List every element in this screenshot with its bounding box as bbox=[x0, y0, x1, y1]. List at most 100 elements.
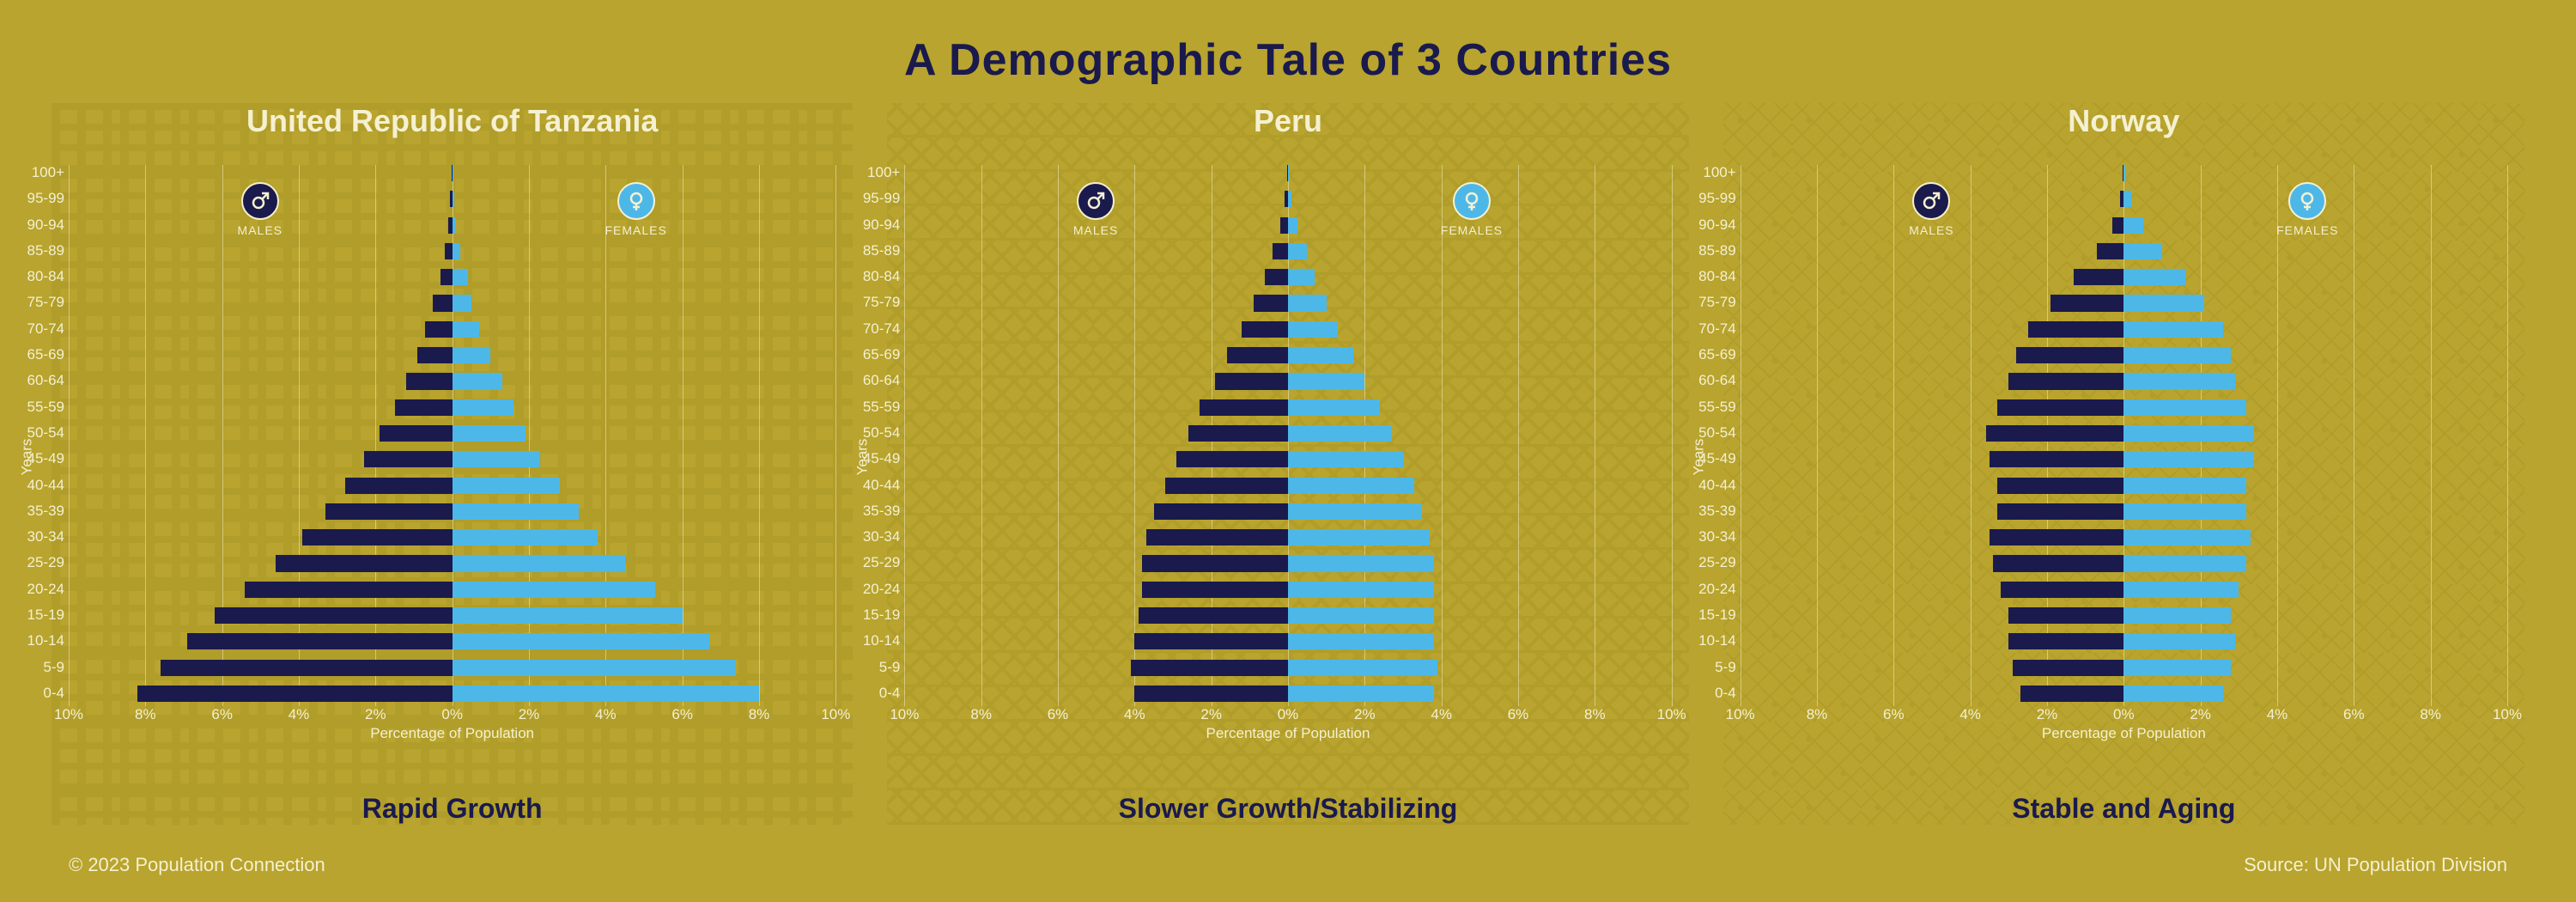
age-label: 10-14 bbox=[1698, 633, 1735, 648]
age-row: 35-39 bbox=[904, 503, 1671, 524]
male-bar bbox=[2112, 217, 2123, 234]
age-row: 30-34 bbox=[904, 529, 1671, 550]
male-label: MALES bbox=[1073, 223, 1118, 237]
female-bar bbox=[453, 399, 513, 416]
panel-title: Peru bbox=[887, 103, 1688, 139]
male-bar bbox=[2008, 607, 2123, 624]
male-bar bbox=[137, 686, 452, 702]
x-tick: 2% bbox=[1200, 706, 1222, 723]
female-bar bbox=[453, 660, 737, 676]
age-row: 40-44 bbox=[69, 478, 835, 498]
female-label: FEMALES bbox=[605, 223, 666, 237]
female-bar bbox=[453, 191, 454, 207]
x-tick: 10% bbox=[1726, 706, 1755, 723]
female-bar bbox=[2123, 686, 2223, 702]
female-bar bbox=[453, 295, 471, 311]
age-row: 50-54 bbox=[69, 425, 835, 446]
age-label: 0-4 bbox=[879, 686, 901, 700]
age-label: 75-79 bbox=[863, 295, 900, 309]
female-bar bbox=[2123, 191, 2131, 207]
x-ticks: 10%8%6%4%2%0%2%4%6%8%10% bbox=[1741, 706, 2507, 723]
x-axis-label: Percentage of Population bbox=[69, 725, 835, 742]
female-bar bbox=[1288, 321, 1338, 338]
female-bar bbox=[453, 269, 468, 285]
male-bar bbox=[1265, 269, 1288, 285]
male-bar bbox=[1242, 321, 1288, 338]
male-bar bbox=[1176, 451, 1288, 467]
female-bar bbox=[2123, 478, 2246, 494]
x-tick: 2% bbox=[1354, 706, 1376, 723]
female-bar bbox=[2123, 607, 2231, 624]
age-row: 80-84 bbox=[1741, 269, 2507, 289]
age-label: 60-64 bbox=[1698, 373, 1735, 387]
gridline bbox=[2507, 165, 2508, 706]
x-tick: 8% bbox=[970, 706, 992, 723]
female-bar bbox=[453, 582, 656, 598]
age-label: 50-54 bbox=[1698, 425, 1735, 440]
age-row: 95-99 bbox=[1741, 191, 2507, 211]
x-tick: 8% bbox=[1807, 706, 1828, 723]
x-tick: 10% bbox=[1657, 706, 1686, 723]
x-tick: 4% bbox=[2267, 706, 2288, 723]
male-bar bbox=[1146, 529, 1288, 545]
panel-title: Norway bbox=[1723, 103, 2524, 139]
male-bar bbox=[1990, 529, 2123, 545]
x-tick: 8% bbox=[135, 706, 156, 723]
age-label: 65-69 bbox=[27, 347, 64, 362]
male-label: MALES bbox=[238, 223, 283, 237]
age-label: 65-69 bbox=[863, 347, 900, 362]
male-bar bbox=[1280, 217, 1288, 234]
y-axis-label: Years bbox=[1690, 439, 1707, 476]
x-tick: 6% bbox=[2343, 706, 2365, 723]
x-tick: 4% bbox=[289, 706, 310, 723]
age-label: 80-84 bbox=[1698, 269, 1735, 283]
age-row: 65-69 bbox=[69, 347, 835, 368]
female-bar bbox=[2123, 165, 2125, 181]
panel-caption: Stable and Aging bbox=[1723, 793, 2524, 825]
age-label: 85-89 bbox=[27, 243, 64, 258]
gridline bbox=[835, 165, 836, 706]
age-label: 40-44 bbox=[863, 478, 900, 492]
female-bar bbox=[1288, 478, 1414, 494]
male-badge: MALES bbox=[1073, 182, 1118, 237]
female-bar bbox=[2123, 243, 2162, 259]
age-label: 30-34 bbox=[1698, 529, 1735, 544]
y-axis-label: Years bbox=[18, 439, 35, 476]
x-tick: 8% bbox=[1584, 706, 1606, 723]
age-row: 55-59 bbox=[69, 399, 835, 420]
age-row: 90-94 bbox=[1741, 217, 2507, 238]
age-row: 70-74 bbox=[1741, 321, 2507, 342]
age-label: 35-39 bbox=[863, 503, 900, 518]
age-row: 10-14 bbox=[69, 633, 835, 654]
female-bar bbox=[1288, 295, 1327, 311]
age-row: 80-84 bbox=[69, 269, 835, 289]
age-row: 85-89 bbox=[904, 243, 1671, 264]
male-bar bbox=[2074, 269, 2123, 285]
x-tick: 2% bbox=[365, 706, 386, 723]
age-label: 95-99 bbox=[1698, 191, 1735, 205]
age-label: 85-89 bbox=[863, 243, 900, 258]
age-row: 50-54 bbox=[1741, 425, 2507, 446]
male-bar bbox=[2001, 582, 2123, 598]
female-bar bbox=[1288, 633, 1434, 649]
male-icon bbox=[1912, 182, 1950, 220]
x-tick: 6% bbox=[671, 706, 693, 723]
age-label: 55-59 bbox=[1698, 399, 1735, 414]
panel-caption: Rapid Growth bbox=[52, 793, 853, 825]
female-bar bbox=[453, 686, 759, 702]
age-label: 55-59 bbox=[863, 399, 900, 414]
female-bar bbox=[2123, 217, 2142, 234]
female-icon bbox=[2288, 182, 2326, 220]
male-bar bbox=[1134, 633, 1288, 649]
age-row: 15-19 bbox=[904, 607, 1671, 628]
panel: NorwayMALESFEMALES0-45-910-1415-1920-242… bbox=[1723, 103, 2524, 825]
male-bar bbox=[417, 347, 452, 363]
bars-container: 0-45-910-1415-1920-2425-2930-3435-3940-4… bbox=[69, 165, 835, 706]
age-row: 25-29 bbox=[904, 555, 1671, 576]
age-row: 65-69 bbox=[904, 347, 1671, 368]
age-label: 100+ bbox=[32, 165, 64, 180]
female-bar bbox=[2123, 321, 2223, 338]
x-axis-label: Percentage of Population bbox=[1741, 725, 2507, 742]
age-label: 25-29 bbox=[1698, 555, 1735, 570]
x-tick: 2% bbox=[519, 706, 540, 723]
